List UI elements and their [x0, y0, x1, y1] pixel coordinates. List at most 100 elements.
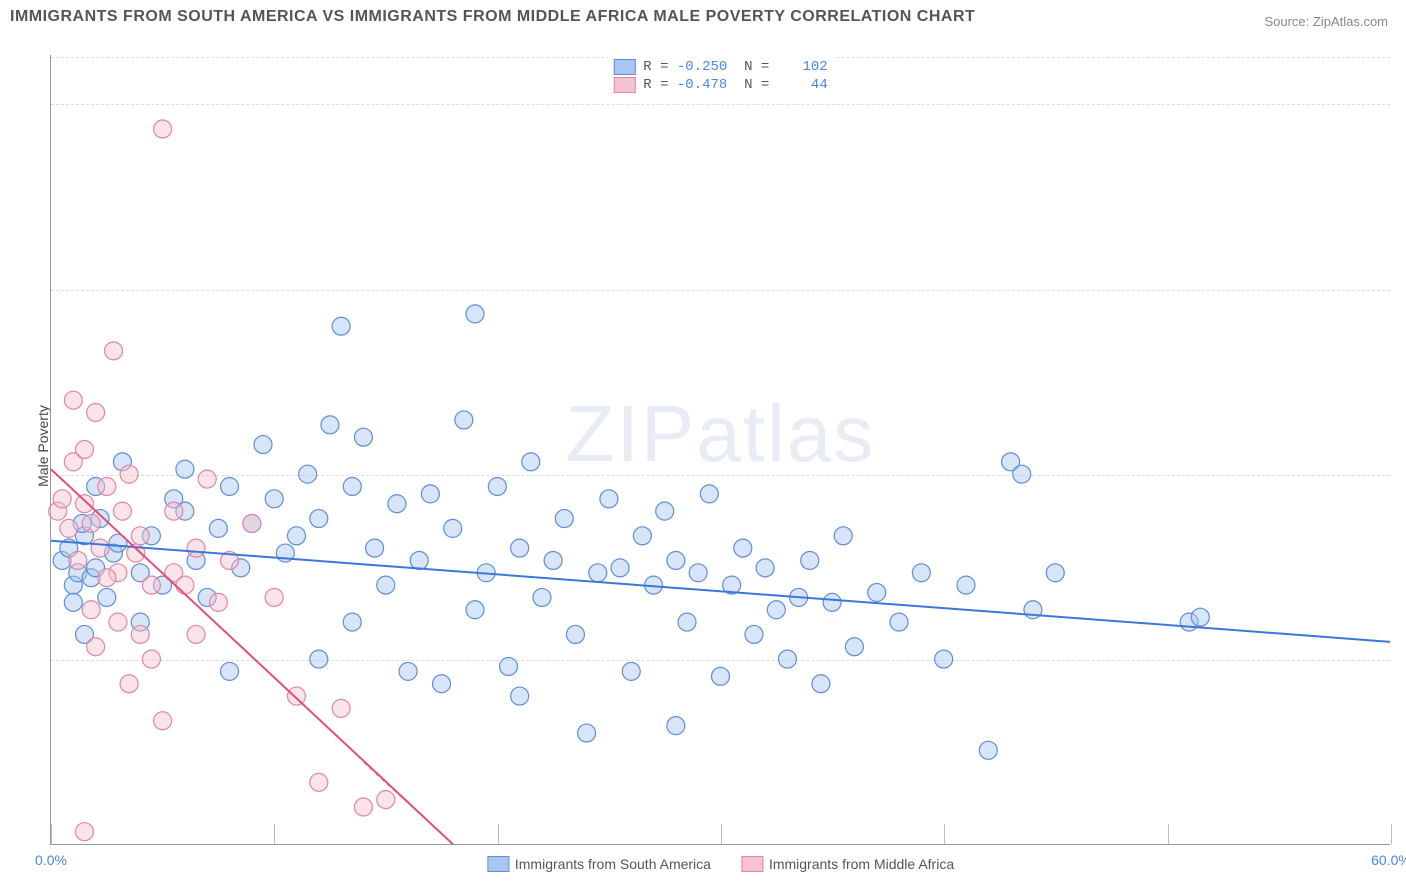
data-point [600, 490, 618, 508]
data-point [198, 470, 216, 488]
data-point [287, 687, 305, 705]
data-point [104, 342, 122, 360]
data-point [689, 564, 707, 582]
swatch-bottom-2 [741, 856, 763, 872]
data-point [622, 662, 640, 680]
legend-item-1: Immigrants from South America [487, 856, 711, 872]
y-tick-label: 15.0% [1395, 467, 1406, 483]
data-point [165, 502, 183, 520]
data-point [75, 823, 93, 841]
data-point [221, 662, 239, 680]
data-point [667, 551, 685, 569]
r-value-2: -0.478 [677, 77, 727, 93]
data-point [522, 453, 540, 471]
correlation-legend: R = -0.250 N = 102 R = -0.478 N = 44 [607, 55, 833, 97]
data-point [82, 514, 100, 532]
data-point [700, 485, 718, 503]
data-point [87, 404, 105, 422]
data-point [1013, 465, 1031, 483]
data-point [209, 519, 227, 537]
data-point [87, 638, 105, 656]
data-point [321, 416, 339, 434]
series-legend: Immigrants from South America Immigrants… [487, 856, 954, 872]
swatch-bottom-1 [487, 856, 509, 872]
data-point [82, 601, 100, 619]
y-tick-label: 22.5% [1395, 282, 1406, 298]
data-point [154, 712, 172, 730]
data-point [778, 650, 796, 668]
data-point [113, 502, 131, 520]
data-point [60, 519, 78, 537]
data-point [176, 460, 194, 478]
data-point [912, 564, 930, 582]
data-point [511, 687, 529, 705]
x-tick-label: 0.0% [35, 852, 67, 868]
data-point [254, 436, 272, 454]
data-point [69, 551, 87, 569]
data-point [444, 519, 462, 537]
data-point [544, 551, 562, 569]
data-point [935, 650, 953, 668]
data-point [75, 495, 93, 513]
data-point [589, 564, 607, 582]
data-point [433, 675, 451, 693]
data-point [354, 428, 372, 446]
y-tick-label: 7.5% [1395, 652, 1406, 668]
data-point [868, 584, 886, 602]
swatch-series-2 [613, 77, 635, 93]
n-value-2: 44 [778, 77, 828, 93]
data-point [466, 305, 484, 323]
data-point [310, 510, 328, 528]
data-point [98, 477, 116, 495]
data-point [265, 490, 283, 508]
data-point [1191, 608, 1209, 626]
data-point [466, 601, 484, 619]
data-point [611, 559, 629, 577]
chart-area: ZIPatlas 7.5%15.0%22.5%30.0%0.0%60.0% R … [50, 55, 1390, 845]
data-point [767, 601, 785, 619]
data-point [332, 699, 350, 717]
data-point [142, 650, 160, 668]
data-point [578, 724, 596, 742]
data-point [678, 613, 696, 631]
data-point [109, 613, 127, 631]
data-point [366, 539, 384, 557]
data-point [120, 465, 138, 483]
data-point [745, 625, 763, 643]
data-point [812, 675, 830, 693]
data-point [120, 675, 138, 693]
data-point [667, 717, 685, 735]
data-point [890, 613, 908, 631]
data-point [64, 593, 82, 611]
data-point [555, 510, 573, 528]
data-point [410, 551, 428, 569]
data-point [979, 741, 997, 759]
data-point [388, 495, 406, 513]
r-value-1: -0.250 [677, 59, 727, 75]
data-point [499, 657, 517, 675]
data-point [287, 527, 305, 545]
data-point [756, 559, 774, 577]
data-point [421, 485, 439, 503]
data-point [488, 477, 506, 495]
data-point [98, 588, 116, 606]
source-label: Source: ZipAtlas.com [1264, 14, 1388, 29]
data-point [310, 773, 328, 791]
data-point [64, 391, 82, 409]
data-point [377, 576, 395, 594]
swatch-series-1 [613, 59, 635, 75]
data-point [399, 662, 417, 680]
n-value-1: 102 [778, 59, 828, 75]
data-point [131, 527, 149, 545]
data-point [656, 502, 674, 520]
data-point [91, 539, 109, 557]
data-point [1046, 564, 1064, 582]
data-point [176, 576, 194, 594]
y-axis-label: Male Poverty [35, 405, 51, 487]
data-point [845, 638, 863, 656]
data-point [299, 465, 317, 483]
data-point [377, 791, 395, 809]
data-point [142, 576, 160, 594]
legend-row-series-1: R = -0.250 N = 102 [613, 59, 827, 75]
data-point [243, 514, 261, 532]
